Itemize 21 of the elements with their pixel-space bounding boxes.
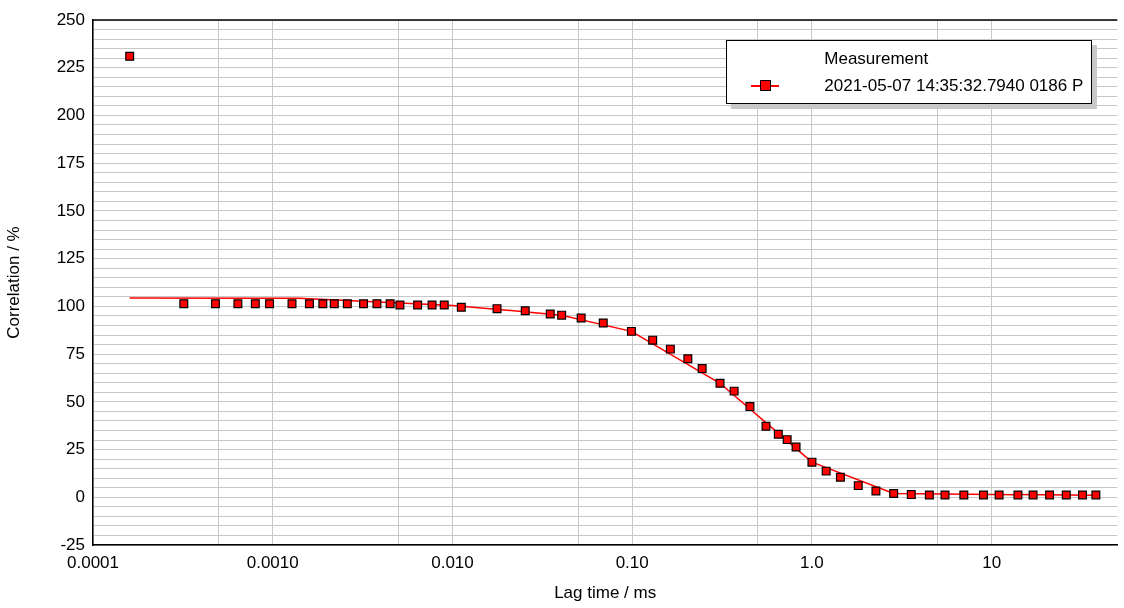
x-axis-title: Lag time / ms <box>554 583 657 603</box>
y-tick-label: 125 <box>56 248 85 268</box>
y-tick-label: 25 <box>66 439 85 459</box>
y-tick-label: 250 <box>56 9 85 29</box>
y-tick-label: 150 <box>56 200 85 220</box>
x-tick-label: 10 <box>982 552 1002 572</box>
x-tick-label: 0.0001 <box>67 552 119 572</box>
x-tick-label: 0.010 <box>431 552 474 572</box>
y-tick-label: -25 <box>60 534 85 554</box>
x-tick-label: 1.0 <box>800 552 824 572</box>
y-axis-title: Correlation / % <box>3 226 23 339</box>
y-tick-label: 200 <box>56 105 85 125</box>
y-tick-label: 175 <box>56 152 85 172</box>
y-tick-label: 50 <box>66 391 85 411</box>
legend-title: Measurement <box>824 48 929 69</box>
y-tick-label: 75 <box>66 343 85 363</box>
x-tick-label: 0.10 <box>615 552 649 572</box>
y-tick-label: 100 <box>56 296 85 316</box>
x-tick-label: 0.0010 <box>246 552 299 572</box>
y-tick-label: 225 <box>56 57 85 77</box>
y-tick-label: 0 <box>75 486 85 506</box>
